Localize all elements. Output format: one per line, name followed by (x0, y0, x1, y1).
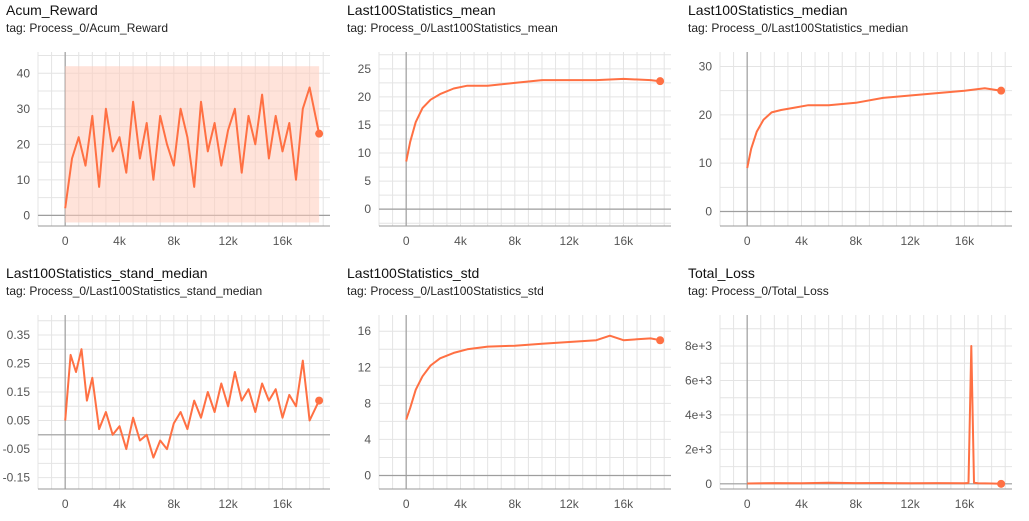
chart-stand-median: 0 4k 8k 12k 16k -0.15 -0.05 0.05 0.15 0.25 0.35 (3, 315, 330, 511)
x-tick-label: 0 (744, 234, 751, 248)
series-line (746, 87, 1002, 169)
x-tick-label: 12k (559, 497, 579, 511)
series-line (405, 77, 661, 162)
series-line (747, 345, 1002, 485)
x-tick-label: 0 (403, 234, 410, 248)
y-tick-label: 0.25 (7, 356, 31, 370)
series-end-point (315, 396, 324, 405)
series-line (405, 334, 661, 420)
x-tick-label: 8k (167, 497, 181, 511)
series-line (64, 86, 321, 209)
y-tick-label: 30 (699, 60, 713, 74)
chart-acum-reward: 0 4k 8k 12k 16k 0 10 20 30 40 (17, 52, 330, 248)
y-tick-label: 0 (364, 468, 371, 482)
y-tick-label: 20 (17, 137, 31, 151)
y-tick-label: 2e+3 (685, 442, 712, 456)
x-tick-label: 8k (508, 497, 522, 511)
x-tick-label: 16k (614, 497, 634, 511)
x-tick-label: 4k (795, 234, 809, 248)
chart-tag: tag: Process_0/Last100Statistics_median (688, 21, 909, 35)
chart-title: Total_Loss (688, 265, 755, 281)
y-tick-label: 6e+3 (685, 373, 712, 387)
y-tick-label: 25 (358, 62, 372, 76)
x-tick-label: 4k (113, 234, 127, 248)
chart-title: Acum_Reward (6, 2, 98, 18)
x-tick-label: 8k (167, 234, 181, 248)
y-tick-label: 20 (358, 90, 372, 104)
y-tick-label: 10 (358, 146, 372, 160)
chart-tag: tag: Process_0/Last100Statistics_mean (347, 21, 558, 35)
series-end-point (315, 129, 324, 138)
x-tick-label: 12k (218, 497, 238, 511)
x-tick-label: 12k (900, 497, 920, 511)
chart-title: Last100Statistics_std (347, 265, 480, 281)
chart-tag: tag: Process_0/Last100Statistics_stand_m… (6, 284, 263, 298)
x-tick-label: 8k (508, 234, 522, 248)
y-tick-label: 4 (364, 432, 371, 446)
chart-tag: tag: Process_0/Total_Loss (688, 284, 829, 298)
series-end-point (997, 86, 1006, 95)
chart-card-total-loss: 0 4k 8k 12k 16k 0 2e+3 4e+3 6e+3 8e+3 Total_Loss … (682, 263, 1023, 521)
x-tick-label: 16k (273, 234, 293, 248)
y-tick-label: 12 (358, 360, 372, 374)
x-tick-label: 16k (614, 234, 634, 248)
x-tick-label: 16k (955, 234, 975, 248)
x-tick-label: 0 (403, 497, 410, 511)
y-tick-label: 0 (705, 477, 712, 491)
chart-card-std: 0 4k 8k 12k 16k 0 4 8 12 16 Last100Statistics_std… (341, 263, 682, 521)
x-tick-label: 8k (849, 497, 863, 511)
y-tick-label: 0.05 (7, 414, 31, 428)
x-tick-label: 0 (62, 234, 69, 248)
y-tick-label: 40 (17, 66, 31, 80)
chart-tag: tag: Process_0/Last100Statistics_std (347, 284, 544, 298)
chart-title: Last100Statistics_median (688, 2, 848, 18)
x-tick-label: 16k (955, 497, 975, 511)
chart-std: 0 4k 8k 12k 16k 0 4 8 12 16 (358, 315, 671, 511)
y-tick-label: 0 (705, 205, 712, 219)
chart-median: 0 4k 8k 12k 16k 0 10 20 30 (699, 52, 1012, 248)
x-tick-label: 4k (454, 497, 468, 511)
x-tick-label: 4k (454, 234, 468, 248)
y-tick-label: 5 (364, 174, 371, 188)
chart-title: Last100Statistics_mean (347, 2, 496, 18)
y-tick-label: 8e+3 (685, 339, 712, 353)
chart-card-acum-reward: 0 4k 8k 12k 16k 0 10 20 30 40 Acum_Reward tag: Pr… (0, 0, 341, 258)
y-tick-label: 0.35 (7, 328, 31, 342)
chart-card-median: 0 4k 8k 12k 16k 0 10 20 30 Last100Statistics_med… (682, 0, 1023, 258)
y-tick-label: 8 (364, 396, 371, 410)
chart-total-loss: 0 4k 8k 12k 16k 0 2e+3 4e+3 6e+3 8e+3 (685, 315, 1012, 511)
series-end-point (656, 77, 665, 86)
chart-card-stand-median: 0 4k 8k 12k 16k -0.15 -0.05 0.05 0.15 0.25 0.35 La… (0, 263, 341, 521)
x-tick-label: 0 (62, 497, 69, 511)
series-line (64, 348, 321, 459)
y-tick-label: 0 (23, 208, 30, 222)
y-tick-label: 0.15 (7, 385, 31, 399)
series-end-point (656, 336, 665, 345)
x-tick-label: 4k (113, 497, 127, 511)
y-tick-label: -0.05 (3, 442, 31, 456)
raw-data-band (65, 66, 320, 223)
x-tick-label: 0 (744, 497, 751, 511)
y-tick-label: -0.15 (3, 471, 31, 485)
y-tick-label: 15 (358, 118, 372, 132)
x-tick-label: 12k (218, 234, 238, 248)
x-tick-label: 16k (273, 497, 293, 511)
y-tick-label: 20 (699, 108, 713, 122)
chart-card-mean: 0 4k 8k 12k 16k 0 5 10 15 20 25 Last100Statistics_… (341, 0, 682, 258)
y-tick-label: 4e+3 (685, 408, 712, 422)
x-tick-label: 12k (559, 234, 579, 248)
y-tick-label: 10 (699, 156, 713, 170)
x-tick-label: 4k (795, 497, 809, 511)
chart-tag: tag: Process_0/Acum_Reward (6, 21, 169, 35)
chart-title: Last100Statistics_stand_median (6, 265, 208, 281)
x-tick-label: 12k (900, 234, 920, 248)
y-tick-label: 16 (358, 324, 372, 338)
y-tick-label: 30 (17, 102, 31, 116)
y-tick-label: 0 (364, 202, 371, 216)
chart-mean: 0 4k 8k 12k 16k 0 5 10 15 20 25 (358, 52, 671, 248)
series-end-point (997, 479, 1006, 488)
x-tick-label: 8k (849, 234, 863, 248)
y-tick-label: 10 (17, 173, 31, 187)
